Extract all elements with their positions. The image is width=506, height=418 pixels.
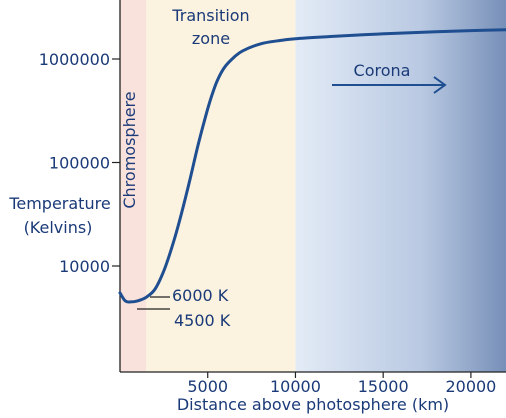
region-label-transition-line1: Transition — [171, 6, 249, 25]
x-tick-label: 5000 — [187, 377, 228, 396]
temperature-curve — [118, 28, 506, 304]
x-axis-label: Distance above photosphere (km) — [177, 395, 449, 414]
region-label-transition-line2: zone — [192, 29, 230, 48]
y-tick-label: 1000000 — [39, 50, 110, 69]
annotation-6000k: 6000 K — [172, 286, 229, 305]
chromosphere-region — [120, 0, 147, 372]
corona-arrow — [332, 76, 447, 94]
x-tick-label: 15000 — [358, 377, 409, 396]
chromosphere-label: Chromosphere — [120, 91, 139, 208]
y-tick-label: 10000 — [59, 257, 110, 276]
y-tick-label: 100000 — [49, 154, 110, 173]
region-backgrounds — [120, 0, 506, 372]
corona-region — [295, 0, 506, 372]
transition-zone-region — [146, 0, 296, 372]
x-ticks: 5000 10000 15000 20000 — [187, 372, 496, 396]
x-tick-label: 20000 — [445, 377, 496, 396]
y-axis-label-line1: Temperature — [8, 194, 110, 213]
y-ticks: 10000 100000 1000000 — [39, 50, 120, 276]
x-tick-label: 10000 — [270, 377, 321, 396]
corona-label: Corona — [354, 61, 411, 80]
annotation-4500k: 4500 K — [174, 311, 231, 330]
y-axis-label-line2: (Kelvins) — [24, 218, 93, 237]
axes — [119, 0, 506, 373]
